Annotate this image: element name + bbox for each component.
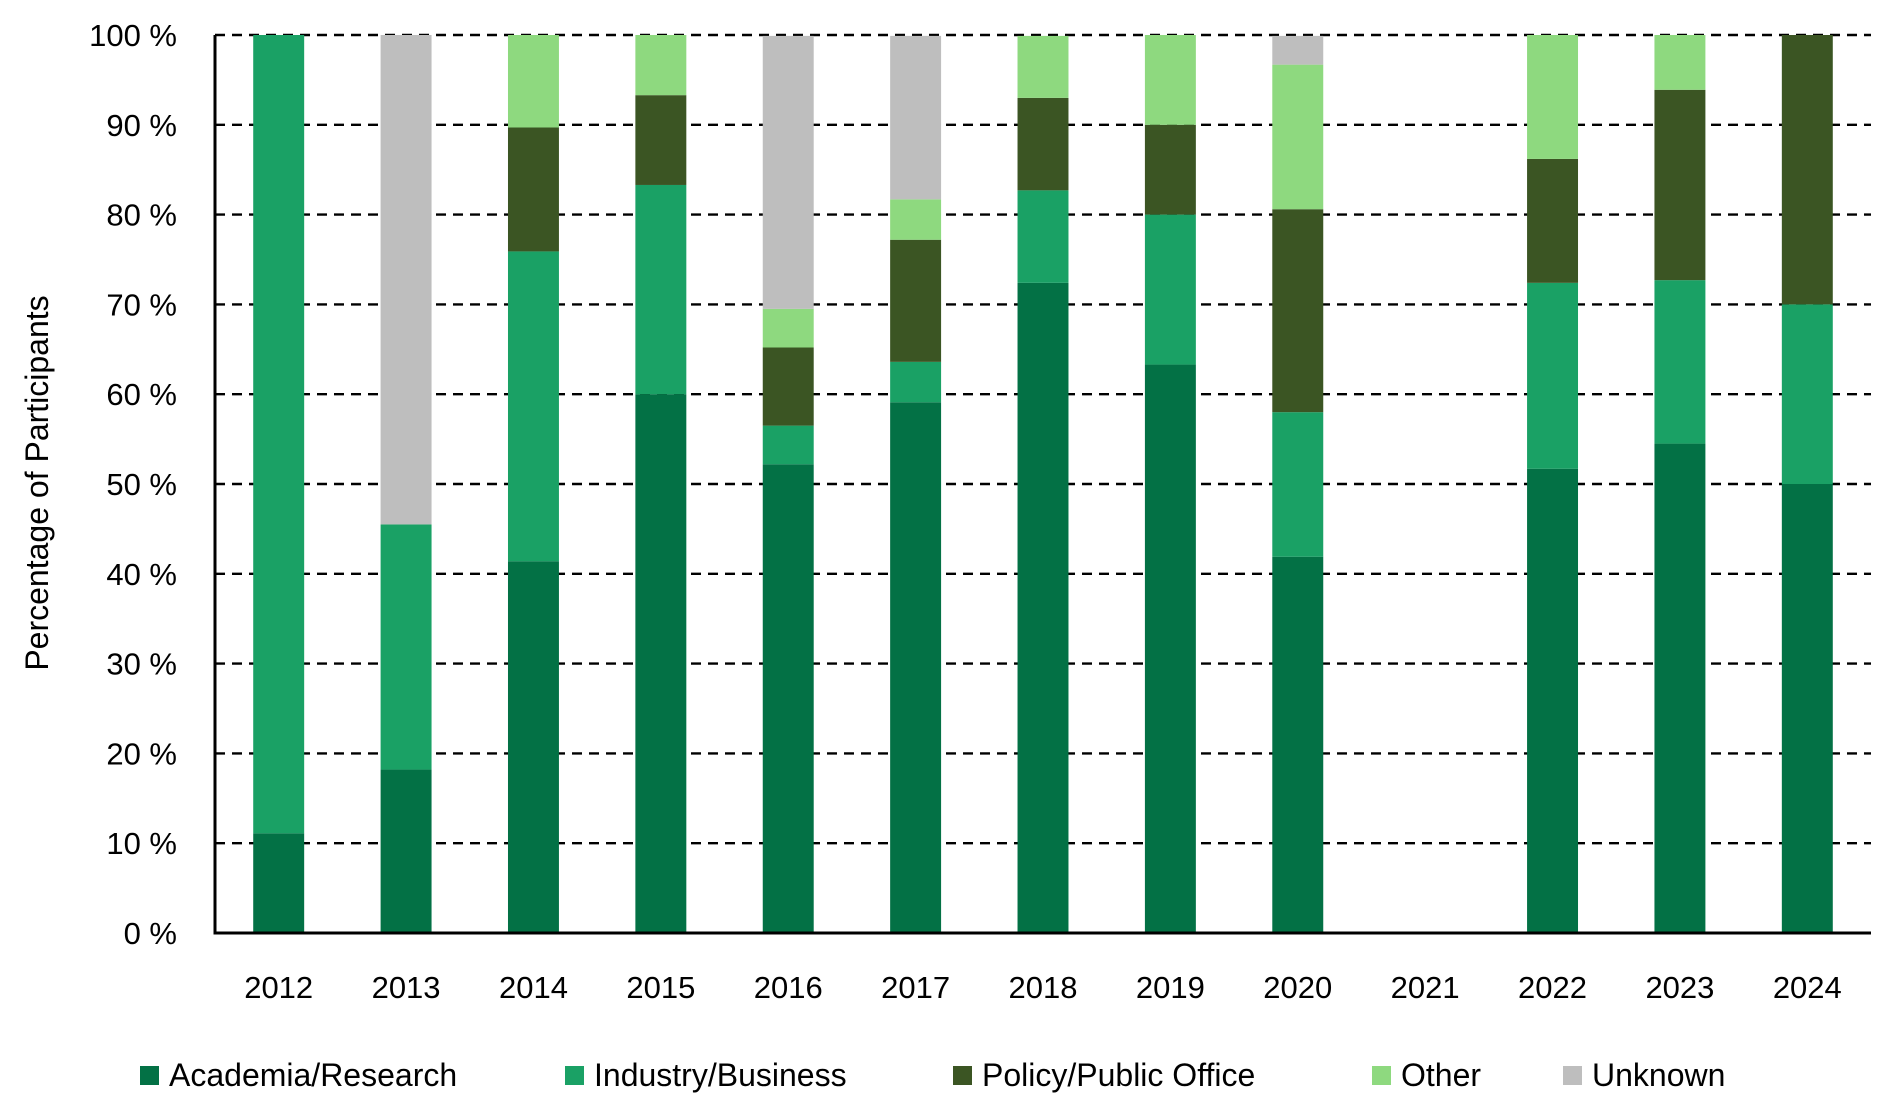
bar-segment-academia-research-2015 (635, 394, 687, 933)
y-tick-label: 60 % (106, 377, 177, 412)
bar-segment-academia-research-2016 (762, 464, 814, 933)
legend-item: Policy/Public Office (953, 1057, 1255, 1093)
y-tick-label: 0 % (124, 916, 177, 951)
x-tick-label: 2019 (1136, 970, 1205, 1005)
bar-segment-policy-public-office-2020 (1272, 209, 1324, 413)
bar-segment-industry-business-2024 (1781, 304, 1833, 484)
legend-swatch (953, 1066, 972, 1085)
x-tick-label: 2016 (754, 970, 823, 1005)
bar-segment-policy-public-office-2024 (1781, 35, 1833, 305)
y-tick-label: 10 % (106, 826, 177, 861)
bar-segment-industry-business-2023 (1654, 280, 1706, 444)
bar-segment-policy-public-office-2014 (507, 127, 559, 252)
bar-segment-industry-business-2012 (253, 35, 305, 834)
bar-segment-industry-business-2017 (890, 361, 942, 403)
bar-segment-academia-research-2013 (380, 769, 432, 933)
bar-segment-policy-public-office-2023 (1654, 89, 1706, 281)
bar-segment-academia-research-2014 (507, 561, 559, 933)
legend-swatch (1563, 1066, 1582, 1085)
bar-segment-policy-public-office-2019 (1144, 124, 1196, 215)
bar-segment-policy-public-office-2022 (1527, 158, 1579, 283)
bar-segment-academia-research-2018 (1017, 282, 1069, 933)
y-tick-label: 50 % (106, 467, 177, 502)
legend-item: Unknown (1563, 1057, 1725, 1093)
legend-label: Other (1401, 1057, 1481, 1093)
x-tick-label: 2013 (372, 970, 441, 1005)
legend-swatch (140, 1066, 159, 1085)
legend-label: Unknown (1592, 1057, 1725, 1093)
legend-swatch (565, 1066, 584, 1085)
bar-segment-academia-research-2012 (253, 833, 305, 933)
bar-segment-industry-business-2013 (380, 524, 432, 770)
bar-segment-policy-public-office-2018 (1017, 97, 1069, 191)
bar-segment-industry-business-2019 (1144, 214, 1196, 365)
bar-segment-other-2019 (1144, 35, 1196, 125)
y-tick-label: 100 % (89, 18, 177, 53)
bar-segment-industry-business-2018 (1017, 190, 1069, 283)
y-tick-labels: 0 % 10 % 20 % 30 % 40 % 50 % 60 % 70 % 80 % 90 % 1… (89, 18, 177, 951)
bar-segment-other-2015 (635, 35, 687, 96)
bar-segment-other-2016 (762, 308, 814, 348)
legend-swatch (1372, 1066, 1391, 1085)
bar-segment-unknown-2016 (762, 35, 814, 309)
bar-segment-unknown-2017 (890, 35, 942, 200)
bar-segment-academia-research-2020 (1272, 556, 1324, 933)
bar-segment-unknown-2020 (1272, 35, 1324, 65)
bar-segment-industry-business-2014 (507, 251, 559, 562)
bar-segment-industry-business-2022 (1527, 282, 1579, 469)
y-axis-title: Percentage of Participants (19, 295, 55, 670)
axes (213, 35, 1871, 935)
legend-item: Other (1372, 1057, 1481, 1093)
bar-segment-industry-business-2015 (635, 184, 687, 395)
legend: Academia/Research Industry/Business Policy… (140, 1057, 1725, 1093)
bar-segment-academia-research-2019 (1144, 364, 1196, 933)
y-tick-label: 30 % (106, 647, 177, 682)
bar-segment-academia-research-2022 (1527, 468, 1579, 933)
bar-segment-policy-public-office-2016 (762, 347, 814, 426)
legend-label: Policy/Public Office (982, 1057, 1255, 1093)
legend-label: Academia/Research (169, 1057, 457, 1093)
bar-segment-other-2018 (1017, 35, 1069, 98)
y-tick-label: 90 % (106, 108, 177, 143)
y-tick-label: 70 % (106, 287, 177, 322)
legend-item: Academia/Research (140, 1057, 457, 1093)
bar-segment-other-2022 (1527, 35, 1579, 159)
legend-item: Industry/Business (565, 1057, 847, 1093)
x-tick-label: 2022 (1518, 970, 1587, 1005)
bar-segment-unknown-2013 (380, 35, 432, 525)
y-tick-label: 80 % (106, 198, 177, 233)
bar-segment-industry-business-2020 (1272, 412, 1324, 557)
x-tick-label: 2024 (1773, 970, 1842, 1005)
bar-segment-academia-research-2017 (890, 402, 942, 934)
gridlines (215, 33, 1871, 845)
x-tick-label: 2012 (244, 970, 313, 1005)
bar-segment-other-2017 (890, 199, 942, 240)
x-tick-label: 2015 (626, 970, 695, 1005)
x-tick-label: 2017 (881, 970, 950, 1005)
bar-segment-policy-public-office-2017 (890, 239, 942, 362)
x-tick-label: 2020 (1263, 970, 1332, 1005)
x-tick-label: 2023 (1645, 970, 1714, 1005)
x-tick-label: 2018 (1009, 970, 1078, 1005)
x-tick-labels: 2012 2013 2014 2015 2016 2017 2018 2019 2020 2021… (244, 970, 1842, 1005)
legend-label: Industry/Business (594, 1057, 847, 1093)
y-tick-label: 20 % (106, 736, 177, 771)
bar-segment-policy-public-office-2015 (635, 95, 687, 185)
bar-segment-academia-research-2024 (1781, 484, 1833, 933)
bar-segment-industry-business-2016 (762, 425, 814, 465)
x-tick-label: 2014 (499, 970, 568, 1005)
bar-segment-academia-research-2023 (1654, 443, 1706, 933)
x-tick-label: 2021 (1391, 970, 1460, 1005)
bar-segment-other-2014 (507, 35, 559, 128)
bar-segment-other-2023 (1654, 35, 1706, 90)
bars (253, 35, 1833, 934)
y-tick-label: 40 % (106, 557, 177, 592)
bar-segment-other-2020 (1272, 64, 1324, 210)
